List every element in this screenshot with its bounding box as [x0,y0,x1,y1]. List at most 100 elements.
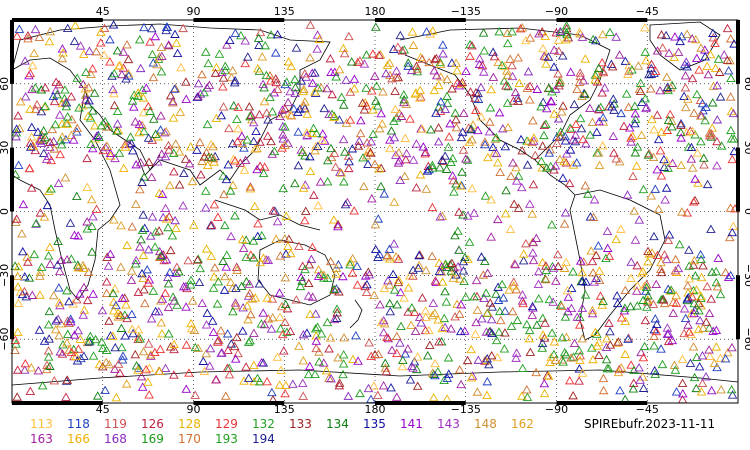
observation-marker [442,98,453,107]
observation-marker [511,348,522,357]
observation-marker [598,67,609,77]
observation-marker [480,356,490,365]
observation-marker [503,81,513,91]
observation-marker [295,281,306,291]
observation-marker [229,100,239,110]
observation-marker [151,227,161,236]
observation-marker [547,328,557,337]
observation-marker [388,269,398,278]
observation-marker [585,130,595,139]
observation-marker [96,27,106,36]
observation-marker [671,290,681,300]
observation-marker [472,387,483,396]
observation-marker [436,97,446,106]
observation-marker [627,65,637,74]
observation-marker [417,293,428,302]
observation-marker [220,271,230,281]
observation-marker [111,300,121,310]
observation-marker [25,142,36,151]
observation-marker [568,390,578,400]
observation-marker [139,22,149,32]
observation-marker [156,149,167,158]
observation-marker [112,126,122,135]
observation-marker [62,329,73,338]
observation-marker [138,93,149,102]
observation-marker [230,75,240,85]
observation-marker [458,256,469,266]
observation-marker [321,366,332,375]
observation-marker [384,58,395,67]
observation-marker [252,143,262,153]
legend-item: 113 [30,417,53,431]
observation-marker [561,257,571,266]
observation-marker [89,88,100,97]
observation-marker [426,125,436,134]
observation-marker [533,266,544,276]
observation-marker [454,309,465,318]
observation-marker [395,338,405,347]
observation-marker [586,246,596,255]
observation-marker [620,56,631,65]
observation-marker [310,323,321,333]
observation-marker [179,168,189,178]
observation-marker [75,334,86,343]
observation-marker [261,70,272,80]
observation-marker [186,318,196,328]
observation-marker [643,257,653,266]
observation-marker [435,59,446,68]
observation-marker [533,294,544,303]
observation-marker [135,157,146,167]
observation-marker [361,50,372,59]
observation-marker [222,363,233,372]
observation-marker [275,312,285,321]
observation-marker [338,359,349,368]
observation-marker [87,221,97,230]
observation-marker [370,244,381,254]
observation-marker [462,155,473,164]
observation-marker [394,275,404,284]
observation-marker [539,51,550,60]
top-lon-tick: 135 [274,5,295,18]
observation-marker [401,99,412,108]
observation-marker [249,360,259,369]
observation-marker [111,392,122,402]
observation-marker [237,234,248,244]
observation-marker [108,305,119,315]
observation-marker [602,226,613,235]
observation-marker [518,298,528,308]
observation-marker [163,40,174,49]
observation-marker [117,342,127,352]
observation-marker [504,285,514,294]
observation-marker [406,65,417,75]
observation-marker [663,328,674,338]
observation-marker [521,35,531,45]
observation-marker [160,151,171,161]
observation-marker [174,267,184,276]
observation-marker [434,266,445,276]
observation-marker [163,278,174,288]
observation-marker [703,69,714,79]
observation-marker [713,253,724,262]
observation-marker [477,314,487,323]
observation-marker [439,313,450,323]
observation-marker [371,96,381,105]
observation-marker [683,94,693,103]
observation-marker [72,295,82,304]
observation-marker [621,89,632,98]
observation-marker [395,287,406,297]
observation-marker [409,307,420,317]
observation-marker [580,54,591,63]
observation-marker [368,129,378,138]
observation-marker [122,313,132,323]
observation-marker [225,186,236,195]
observation-marker [587,256,598,266]
observation-marker [457,127,468,136]
observation-marker [468,120,478,129]
observation-marker [537,257,548,267]
observation-marker [305,151,315,161]
observation-marker [11,214,22,223]
observation-marker [156,296,166,305]
observation-marker [587,117,598,126]
observation-marker [79,351,89,360]
observation-marker [588,34,598,44]
